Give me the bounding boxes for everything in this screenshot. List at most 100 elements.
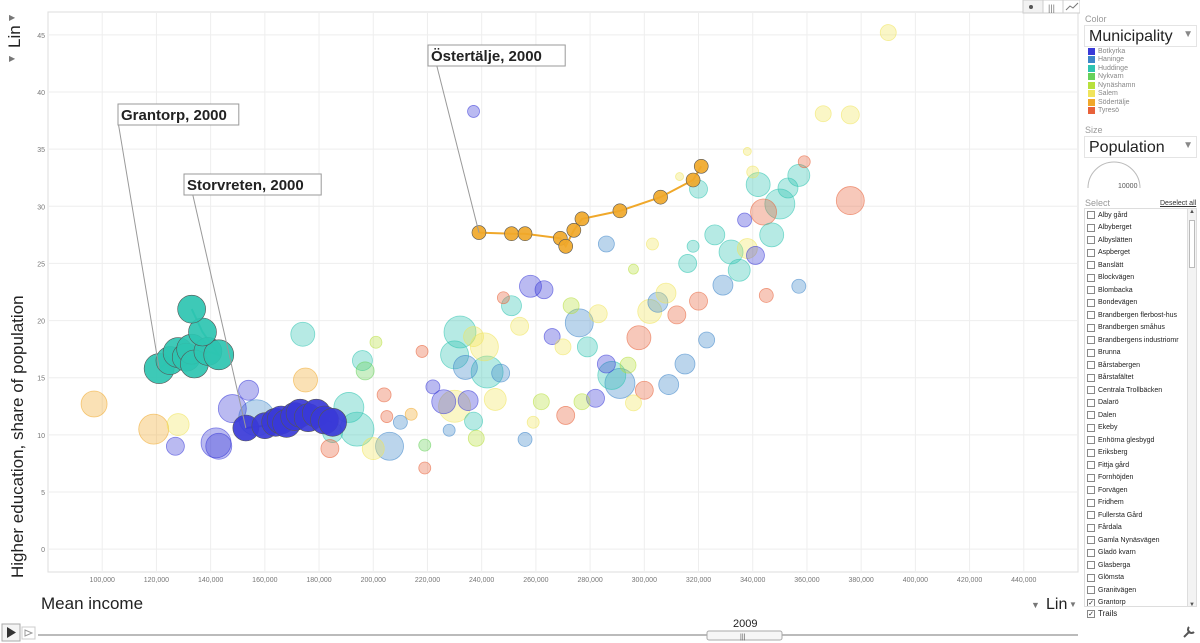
select-list[interactable]: Alby gård Albyberget Albyslätten Aspberget B…	[1084, 208, 1197, 607]
item-checkbox[interactable]	[1087, 423, 1095, 432]
x-scale-label[interactable]: Lin	[1046, 596, 1067, 613]
legend-item[interactable]: Botkyrka	[1088, 47, 1135, 56]
y-scale-arrow-icon[interactable]: ▶	[9, 13, 16, 22]
item-checkbox[interactable]	[1087, 373, 1095, 382]
list-item[interactable]: Dalarö	[1085, 397, 1196, 410]
legend-item[interactable]: Tyresö	[1088, 107, 1135, 116]
item-checkbox[interactable]	[1087, 486, 1095, 495]
list-item[interactable]: Blombacka	[1085, 284, 1196, 297]
deselect-all-link[interactable]: Deselect all	[1160, 200, 1197, 207]
list-item[interactable]: Banslätt	[1085, 259, 1196, 272]
item-checkbox[interactable]	[1087, 523, 1095, 532]
item-checkbox[interactable]: ✓	[1087, 598, 1095, 607]
size-scale-icon	[1087, 161, 1141, 189]
list-item[interactable]: Blockvägen	[1085, 272, 1196, 285]
list-item[interactable]: Fullersta Gård	[1085, 509, 1196, 522]
list-item[interactable]: Brandbergen flerbost-hus	[1085, 309, 1196, 322]
y-title-arrow-icon[interactable]: ▶	[9, 54, 16, 63]
list-item[interactable]: Gladö kvarn	[1085, 547, 1196, 560]
item-checkbox[interactable]	[1087, 573, 1095, 582]
list-item[interactable]: Brandbergens industriomr	[1085, 334, 1196, 347]
color-dropdown[interactable]: Municipality ▼	[1084, 25, 1197, 47]
list-item[interactable]: Albyberget	[1085, 222, 1196, 235]
item-checkbox[interactable]	[1087, 223, 1095, 232]
item-checkbox[interactable]	[1087, 323, 1095, 332]
list-item[interactable]: Albyslätten	[1085, 234, 1196, 247]
legend-item[interactable]: Södertälje	[1088, 98, 1135, 107]
list-item[interactable]: Bårstabergen	[1085, 359, 1196, 372]
item-checkbox[interactable]	[1087, 398, 1095, 407]
list-item[interactable]: Forvägen	[1085, 484, 1196, 497]
size-dropdown[interactable]: Population ▼	[1084, 136, 1197, 158]
list-item[interactable]: Fornhöjden	[1085, 472, 1196, 485]
list-item[interactable]: Eriksberg	[1085, 447, 1196, 460]
list-item[interactable]: ✓ Grantorp	[1085, 597, 1196, 607]
legend-item[interactable]: Nykvarn	[1088, 73, 1135, 82]
item-checkbox[interactable]	[1087, 511, 1095, 520]
list-item[interactable]: Brunna	[1085, 347, 1196, 360]
size-scale-value: 10000	[1118, 183, 1138, 190]
legend-item[interactable]: Nynäshamn	[1088, 81, 1135, 90]
item-checkbox[interactable]	[1087, 386, 1095, 395]
list-item[interactable]: Glömsta	[1085, 572, 1196, 585]
item-checkbox[interactable]	[1087, 586, 1095, 595]
x-dropdown-arrow-icon[interactable]: ▼	[1031, 600, 1040, 610]
legend-label: Huddinge	[1098, 64, 1128, 72]
item-checkbox[interactable]	[1087, 261, 1095, 270]
x-axis-title[interactable]: Mean income	[41, 594, 143, 613]
list-item[interactable]: Gamla Nynäsvägen	[1085, 534, 1196, 547]
item-checkbox[interactable]	[1087, 348, 1095, 357]
scroll-up-icon[interactable]: ▲	[1189, 209, 1195, 215]
item-checkbox[interactable]	[1087, 286, 1095, 295]
item-checkbox[interactable]	[1087, 498, 1095, 507]
list-item[interactable]: Brandbergen småhus	[1085, 322, 1196, 335]
y-scale-label[interactable]: Lin	[5, 25, 24, 48]
list-item[interactable]: Enhörna glesbygd	[1085, 434, 1196, 447]
item-checkbox[interactable]	[1087, 361, 1095, 370]
item-checkbox[interactable]	[1087, 298, 1095, 307]
x-tick-label: 140,000	[198, 577, 223, 584]
trails-toggle[interactable]: ✓ Trails	[1085, 609, 1117, 618]
list-item[interactable]: Bårstafältet	[1085, 372, 1196, 385]
item-label: Gamla Nynäsvägen	[1098, 536, 1160, 544]
scroll-thumb[interactable]	[1189, 220, 1195, 268]
list-item[interactable]: Ekeby	[1085, 422, 1196, 435]
item-checkbox[interactable]	[1087, 411, 1095, 420]
list-item[interactable]: Fårdala	[1085, 522, 1196, 535]
list-item[interactable]: Glasberga	[1085, 559, 1196, 572]
scroll-down-icon[interactable]: ▼	[1189, 602, 1195, 607]
item-checkbox[interactable]	[1087, 561, 1095, 570]
y-axis-title[interactable]: Higher education, share of population	[8, 295, 27, 578]
item-checkbox[interactable]	[1087, 548, 1095, 557]
list-scrollbar[interactable]: ▲ ▼	[1187, 209, 1196, 607]
legend-item[interactable]: Huddinge	[1088, 64, 1135, 73]
item-checkbox[interactable]	[1087, 473, 1095, 482]
list-item[interactable]: Dalen	[1085, 409, 1196, 422]
item-checkbox[interactable]	[1087, 536, 1095, 545]
trails-checkbox[interactable]: ✓	[1087, 609, 1095, 618]
list-item[interactable]: Alby gård	[1085, 209, 1196, 222]
list-item[interactable]: Bondevägen	[1085, 297, 1196, 310]
item-checkbox[interactable]	[1087, 236, 1095, 245]
item-checkbox[interactable]	[1087, 448, 1095, 457]
item-checkbox[interactable]	[1087, 461, 1095, 470]
item-checkbox[interactable]	[1087, 436, 1095, 445]
legend-item[interactable]: Salem	[1088, 90, 1135, 99]
item-checkbox[interactable]	[1087, 248, 1095, 257]
item-checkbox[interactable]	[1087, 211, 1095, 220]
item-checkbox[interactable]	[1087, 273, 1095, 282]
list-item[interactable]: Centrala Trollbäcken	[1085, 384, 1196, 397]
item-checkbox[interactable]	[1087, 311, 1095, 320]
x-scale-arrow-icon[interactable]: ▼	[1069, 600, 1077, 609]
list-item[interactable]: Granitvägen	[1085, 584, 1196, 597]
list-item[interactable]: Aspberget	[1085, 247, 1196, 260]
item-checkbox[interactable]	[1087, 336, 1095, 345]
list-item[interactable]: Fittja gård	[1085, 459, 1196, 472]
bubble	[758, 288, 774, 303]
legend-item[interactable]: Haninge	[1088, 56, 1135, 65]
wrench-icon[interactable]	[1181, 624, 1197, 640]
list-item[interactable]: Fridhem	[1085, 497, 1196, 510]
timeline-handle[interactable]	[706, 630, 783, 641]
bubble-view-button[interactable]	[1022, 0, 1044, 14]
bubble	[746, 165, 760, 179]
